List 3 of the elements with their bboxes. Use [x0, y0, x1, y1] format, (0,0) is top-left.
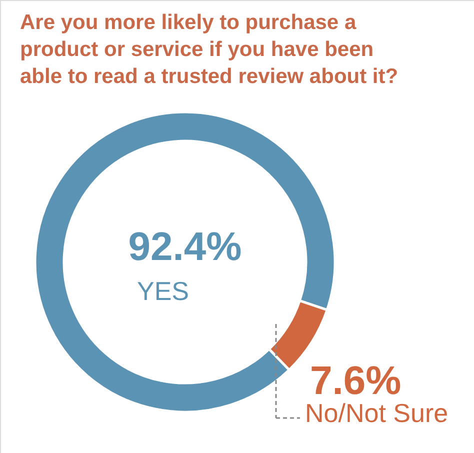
- slice-label: YES: [137, 276, 190, 306]
- chart-title: Are you more likely to purchase a product or service if you have been able to read a trusted review about it?: [20, 11, 398, 88]
- data-label: 92.4%: [128, 225, 242, 269]
